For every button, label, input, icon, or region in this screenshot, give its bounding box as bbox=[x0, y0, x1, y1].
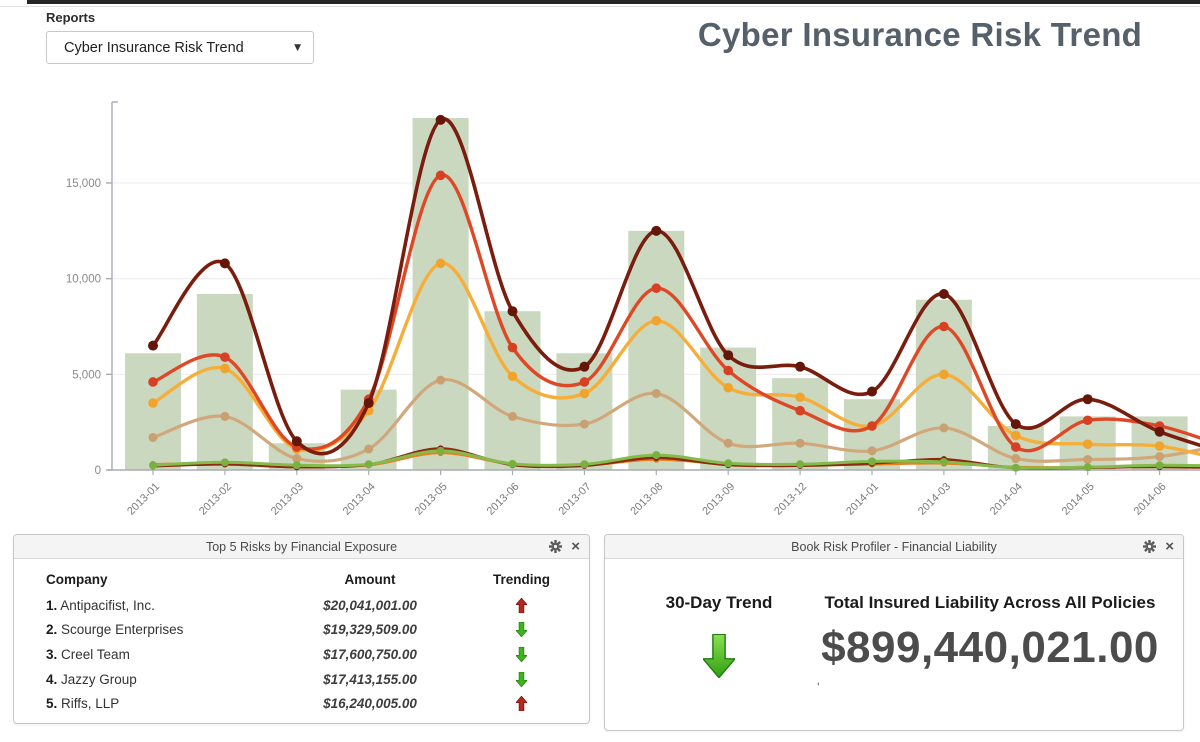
amount-cell: $19,329,509.00 bbox=[323, 622, 417, 638]
table-row: 4. Jazzy Group $17,413,155.00 bbox=[46, 667, 567, 692]
top5-risks-panel: Top 5 Risks by Financial Exposure × Comp… bbox=[13, 534, 590, 724]
book-panel-content: 30-Day Trend Total Insured Liability Acr… bbox=[605, 559, 1183, 695]
x-tick-label: 2013-06 bbox=[485, 481, 522, 518]
x-tick-label: 2014-04 bbox=[988, 481, 1025, 518]
y-tick-label: 0 bbox=[95, 465, 101, 477]
risk-trend-chart: 0 5,000 10,000 15,000 2013-01 2013-02 2013-03 2… bbox=[0, 90, 1200, 535]
book-risk-panel: Book Risk Profiler - Financial Liability… bbox=[604, 534, 1184, 731]
chart-canvas: 0 5,000 10,000 15,000 2013-01 2013-02 2013-03 2… bbox=[66, 101, 1200, 518]
trend-cell bbox=[476, 696, 567, 712]
company-cell: 5. Riffs, LLP bbox=[46, 696, 120, 712]
stray-mark: ' bbox=[817, 679, 820, 695]
trend-arrow-icon bbox=[516, 696, 527, 712]
gear-icon[interactable] bbox=[549, 540, 563, 553]
close-icon[interactable]: × bbox=[1165, 538, 1174, 555]
reports-label: Reports bbox=[46, 10, 96, 25]
thirty-day-trend-arrow-icon bbox=[703, 634, 735, 678]
x-tick-label: 2013-12 bbox=[772, 481, 809, 518]
column-trending: Trending bbox=[493, 572, 550, 587]
trend-arrow-icon bbox=[516, 671, 527, 687]
column-amount: Amount bbox=[344, 572, 396, 587]
report-selector[interactable]: Cyber Insurance Risk Trend ▼ bbox=[46, 31, 314, 64]
trend-cell bbox=[476, 646, 567, 662]
report-selector-value: Cyber Insurance Risk Trend bbox=[64, 39, 244, 56]
company-cell: 1. Antipacifist, Inc. bbox=[46, 597, 155, 613]
close-icon[interactable]: × bbox=[571, 538, 580, 555]
company-cell: 4. Jazzy Group bbox=[46, 671, 137, 687]
window-top-edge bbox=[27, 0, 1200, 4]
book-panel-header: Book Risk Profiler - Financial Liability… bbox=[605, 535, 1183, 559]
header-divider bbox=[0, 6, 1200, 7]
x-tick-label: 2013-03 bbox=[269, 481, 306, 518]
gear-icon[interactable] bbox=[1143, 540, 1157, 553]
amount-cell: $20,041,001.00 bbox=[323, 597, 417, 613]
trend-cell bbox=[476, 597, 567, 613]
table-row: 2. Scourge Enterprises $19,329,509.00 bbox=[46, 618, 567, 643]
x-tick-label: 2014-01 bbox=[844, 481, 881, 518]
x-tick-label: 2014-03 bbox=[916, 481, 953, 518]
green-small-line bbox=[149, 446, 1200, 472]
top5-panel-title: Top 5 Risks by Financial Exposure bbox=[205, 539, 398, 554]
tan-line bbox=[148, 375, 1200, 464]
y-tick-label: 10,000 bbox=[66, 274, 101, 286]
x-tick-label: 2013-07 bbox=[556, 481, 593, 518]
amount-cell: $17,600,750.00 bbox=[323, 646, 417, 662]
column-company: Company bbox=[46, 572, 108, 587]
y-tick-label: 15,000 bbox=[66, 178, 101, 190]
x-tick-label: 2013-05 bbox=[413, 481, 450, 518]
total-liability-amount: $899,440,021.00 bbox=[821, 623, 1159, 672]
y-tick-label: 5,000 bbox=[72, 369, 101, 381]
top5-panel-header: Top 5 Risks by Financial Exposure × bbox=[14, 535, 589, 559]
trend-arrow-icon bbox=[516, 646, 527, 662]
page-title: Cyber Insurance Risk Trend bbox=[697, 16, 1143, 53]
amount-cell: $16,240,005.00 bbox=[323, 696, 417, 712]
x-tick-label: 2013-08 bbox=[628, 481, 665, 518]
x-tick-label: 2013-04 bbox=[341, 481, 378, 518]
top5-risk-table: Company Amount Trending 1. Antipacifist,… bbox=[14, 559, 589, 716]
table-header-row: Company Amount Trending bbox=[46, 566, 567, 593]
dark-red-line bbox=[148, 114, 1200, 456]
chevron-down-icon: ▼ bbox=[294, 42, 301, 53]
trend-cell bbox=[476, 671, 567, 687]
trend-arrow-icon bbox=[516, 622, 527, 638]
company-cell: 3. Creel Team bbox=[46, 646, 130, 662]
table-row: 5. Riffs, LLP $16,240,005.00 bbox=[46, 691, 567, 716]
red-orange-line bbox=[148, 170, 1200, 453]
table-row: 3. Creel Team $17,600,750.00 bbox=[46, 642, 567, 667]
trend-cell bbox=[476, 622, 567, 638]
x-tick-label: 2013-02 bbox=[197, 481, 234, 518]
amount-cell: $17,413,155.00 bbox=[323, 671, 417, 687]
company-cell: 2. Scourge Enterprises bbox=[46, 622, 184, 638]
trend-arrow-icon bbox=[516, 597, 527, 613]
x-tick-label: 2013-09 bbox=[700, 481, 737, 518]
table-row: 1. Antipacifist, Inc. $20,041,001.00 bbox=[46, 593, 567, 618]
x-tick-label: 2014-06 bbox=[1132, 481, 1169, 518]
book-panel-title: Book Risk Profiler - Financial Liability bbox=[791, 539, 997, 554]
x-tick-label: 2013-01 bbox=[125, 481, 162, 518]
total-liability-label: Total Insured Liability Across All Polic… bbox=[824, 593, 1156, 612]
x-tick-label: 2014-05 bbox=[1060, 481, 1097, 518]
thirty-day-trend-label: 30-Day Trend bbox=[665, 593, 773, 612]
